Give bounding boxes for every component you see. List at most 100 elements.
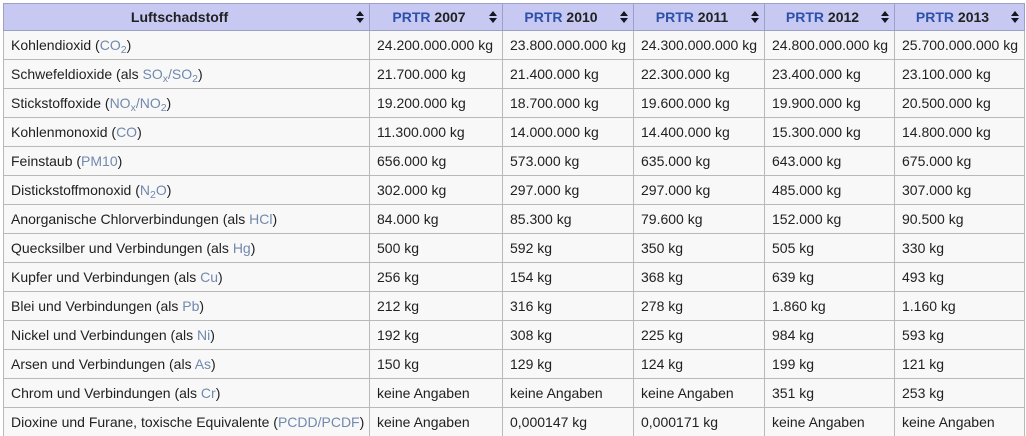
label-text: Stickstoffoxide (: [11, 95, 110, 111]
column-header-prtr-2010[interactable]: PRTR 2010: [502, 3, 634, 31]
value-cell: 85.300 kg: [502, 204, 634, 234]
chem-link[interactable]: NO: [109, 95, 131, 111]
value-cell: 485.000 kg: [764, 175, 895, 205]
value-cell: 505 kg: [764, 233, 895, 263]
value-cell: 21.400.000 kg: [502, 59, 634, 89]
label-text: Feinstaub (: [11, 153, 82, 169]
label-text: Nickel und Verbindungen (als: [11, 327, 198, 343]
value-cell: 14.800.000 kg: [894, 117, 1025, 147]
value-cell: 121 kg: [894, 349, 1025, 379]
value-cell: 19.900.000 kg: [764, 88, 895, 118]
value-cell: 643.000 kg: [764, 146, 895, 176]
value-cell: 308 kg: [502, 320, 634, 350]
pollutant-cell: Quecksilber und Verbindungen (als Hg): [3, 233, 370, 263]
column-header-label: PRTR 2007: [392, 9, 465, 25]
value-cell: 316 kg: [502, 291, 634, 321]
value-cell: 984 kg: [764, 320, 895, 350]
label-text: Blei und Verbindungen (als: [11, 298, 183, 314]
column-header-prtr-2007[interactable]: PRTR 2007: [369, 3, 503, 31]
value-cell: 656.000 kg: [369, 146, 503, 176]
chem-link[interactable]: PCDD/PCDF: [277, 414, 360, 430]
value-cell: 0,000171 kg: [633, 407, 765, 436]
value-cell: 25.700.000.000 kg: [894, 30, 1025, 60]
label-text: ): [126, 37, 132, 53]
value-cell: 154 kg: [502, 262, 634, 292]
chem-link[interactable]: O: [155, 182, 167, 198]
chem-link[interactable]: Hg: [232, 240, 251, 256]
value-cell: 150 kg: [369, 349, 503, 379]
chem-link[interactable]: PM10: [81, 153, 118, 169]
value-cell: 253 kg: [894, 378, 1025, 408]
chem-link[interactable]: PRTR: [785, 9, 825, 25]
value-cell: 79.600 kg: [633, 204, 765, 234]
value-cell: keine Angaben: [502, 378, 634, 408]
table-row: Kohlendioxid (CO2) 24.200.000.000 kg 23.80…: [3, 30, 1025, 60]
value-cell: 23.800.000.000 kg: [502, 30, 634, 60]
pollutant-cell: Anorganische Chlorverbindungen (als HCl): [3, 204, 370, 234]
value-cell: 15.300.000 kg: [764, 117, 895, 147]
value-cell: 0,000147 kg: [502, 407, 634, 436]
label-text: 2010: [562, 9, 598, 25]
value-cell: 24.300.000.000 kg: [633, 30, 765, 60]
chem-link[interactable]: PRTR: [524, 9, 563, 25]
chem-link[interactable]: 2: [160, 102, 167, 114]
pollutant-cell: Kohlenmonoxid (CO): [3, 117, 370, 147]
chem-link[interactable]: SO: [142, 66, 163, 82]
chem-link[interactable]: HCl: [249, 211, 273, 227]
sort-icon: [619, 11, 628, 23]
column-header-prtr-2012[interactable]: PRTR 2012: [764, 3, 895, 31]
value-cell: 152.000 kg: [764, 204, 895, 234]
pollutant-cell: Kohlendioxid (CO2): [3, 30, 370, 60]
chem-link[interactable]: CO: [116, 124, 138, 140]
label-text: ): [210, 327, 215, 343]
chem-link[interactable]: /NO: [135, 95, 161, 111]
chem-link[interactable]: Cr: [200, 385, 216, 401]
label-text: Kohlenmonoxid (: [11, 124, 117, 140]
label-text: ): [199, 298, 205, 314]
table-row: Kohlenmonoxid (CO) 11.300.000 kg 14.000.00…: [3, 117, 1025, 147]
column-header-prtr-2013[interactable]: PRTR 2013: [894, 3, 1025, 31]
chem-link[interactable]: 2: [150, 189, 156, 201]
value-cell: 256 kg: [369, 262, 503, 292]
column-header-prtr-2011[interactable]: PRTR 2011: [633, 3, 765, 31]
chem-link[interactable]: Cu: [200, 269, 219, 285]
column-header-luftschadstoff[interactable]: Luftschadstoff: [3, 3, 370, 31]
chem-link[interactable]: 2: [120, 44, 127, 56]
chem-link[interactable]: As: [194, 356, 212, 372]
sort-icon: [355, 11, 364, 23]
chem-link[interactable]: PRTR: [655, 9, 694, 25]
label-text: 2007: [430, 9, 466, 25]
value-cell: 23.400.000 kg: [764, 59, 895, 89]
value-cell: 20.500.000 kg: [894, 88, 1025, 118]
label-text: ): [215, 385, 221, 401]
value-cell: 350 kg: [633, 233, 765, 263]
value-cell: 11.300.000 kg: [369, 117, 503, 147]
value-cell: keine Angaben: [633, 378, 765, 408]
chem-link[interactable]: N: [139, 182, 151, 198]
table-row: Quecksilber und Verbindungen (als Hg) 500…: [3, 233, 1025, 263]
chem-link[interactable]: /SO: [168, 66, 193, 82]
chem-link[interactable]: x: [130, 102, 136, 114]
value-cell: 24.200.000.000 kg: [369, 30, 503, 60]
pollutant-cell: Chrom und Verbindungen (als Cr): [3, 378, 370, 408]
column-header-label: PRTR 2011: [656, 9, 728, 25]
value-cell: 124 kg: [633, 349, 765, 379]
chem-link[interactable]: Ni: [197, 327, 211, 343]
chem-link[interactable]: x: [162, 73, 168, 85]
chem-link[interactable]: Pb: [182, 298, 200, 314]
chem-link[interactable]: CO: [99, 37, 121, 53]
sort-icon: [488, 11, 497, 23]
value-cell: 225 kg: [633, 320, 765, 350]
chem-link[interactable]: 2: [192, 73, 198, 85]
label-text: Arsen und Verbindungen (als: [11, 356, 195, 372]
luftschadstoff-table: Luftschadstoff PRTR 2007 PRTR 2010 PRTR 201…: [3, 3, 1025, 436]
chem-link[interactable]: PRTR: [392, 9, 431, 25]
label-text: Dioxine und Furane, toxische Equivalente…: [11, 414, 278, 430]
label-text: ): [272, 211, 278, 227]
pollutant-cell: Schwefeldioxide (als SOx/SO2): [3, 59, 370, 89]
pollutant-cell: Arsen und Verbindungen (als As): [3, 349, 370, 379]
label-text: Luftschadstoff: [130, 9, 229, 25]
value-cell: 330 kg: [894, 233, 1025, 263]
chem-link[interactable]: PRTR: [915, 9, 955, 25]
